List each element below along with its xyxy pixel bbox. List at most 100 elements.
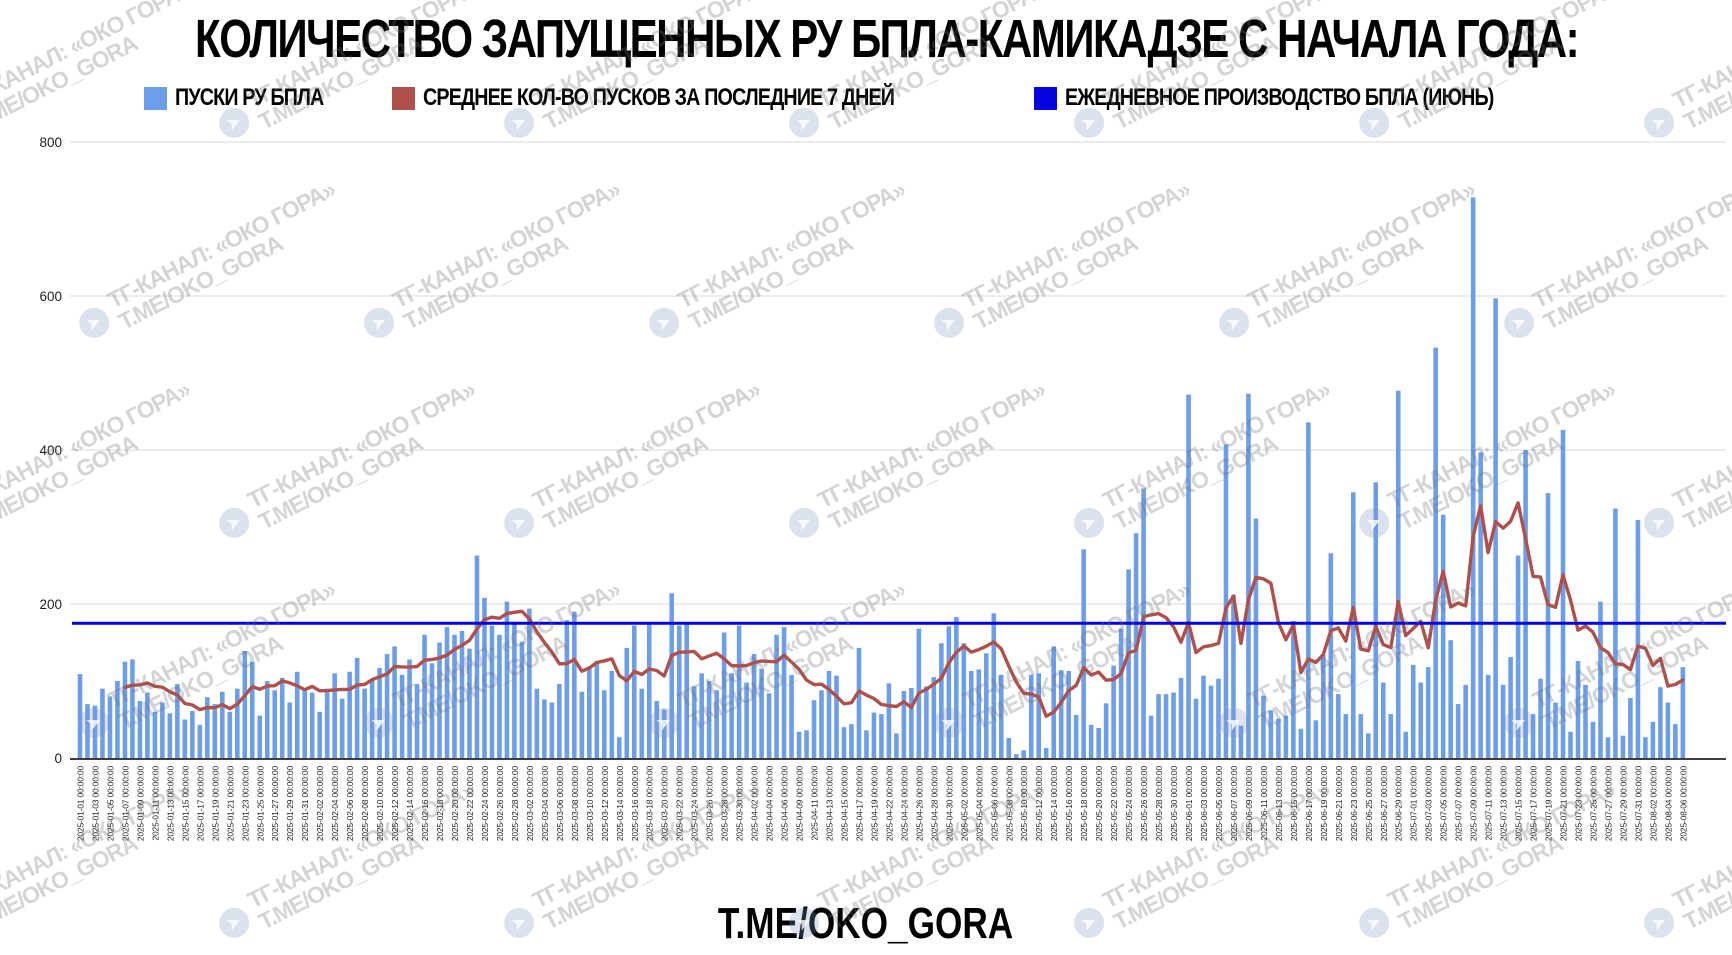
bar (1598, 601, 1603, 758)
x-tick-label: 2025-03-06 00:00:00 (555, 766, 565, 842)
footer: T.ME/OKO_GORA (0, 899, 1732, 949)
x-tick-label: 2025-08-02 00:00:00 (1648, 766, 1658, 842)
x-tick-label: 2025-02-20 00:00:00 (450, 766, 460, 842)
bar (234, 688, 240, 758)
bar (122, 661, 128, 758)
bar (946, 626, 952, 758)
bar (1298, 728, 1304, 758)
bar (1171, 692, 1176, 758)
bar (1628, 697, 1633, 758)
bar (841, 727, 847, 758)
bar (1126, 569, 1131, 758)
bar (879, 714, 884, 758)
bar (437, 642, 442, 758)
bar (1268, 710, 1274, 758)
bar (369, 678, 375, 758)
bar (1665, 702, 1671, 758)
x-tick-label: 2025-03-22 00:00:00 (675, 766, 685, 842)
bar (482, 597, 487, 758)
x-tick-label: 2025-04-26 00:00:00 (914, 766, 924, 842)
bar (407, 659, 412, 758)
bar (1425, 667, 1431, 758)
x-tick-label: 2025-06-07 00:00:00 (1229, 766, 1239, 842)
x-tick-label: 2025-04-13 00:00:00 (825, 766, 835, 842)
bar (1276, 718, 1281, 758)
x-tick-label: 2025-07-19 00:00:00 (1544, 766, 1554, 842)
x-tick-label: 2025-06-23 00:00:00 (1349, 766, 1359, 842)
bar (317, 711, 322, 758)
bar (182, 719, 188, 758)
x-tick-label: 2025-08-06 00:00:00 (1678, 766, 1688, 842)
bar (1186, 394, 1191, 758)
bar (864, 730, 869, 758)
bar (107, 696, 113, 758)
bar (205, 697, 210, 758)
bar (856, 647, 862, 758)
bar (1313, 720, 1319, 758)
y-tick-label: 600 (39, 289, 62, 304)
legend-label-launches: ПУСКИ РУ БПЛА (175, 84, 324, 111)
x-tick-label: 2025-01-09 00:00:00 (135, 766, 145, 842)
x-tick-label: 2025-05-26 00:00:00 (1139, 766, 1149, 842)
bar (924, 686, 929, 758)
bar (1440, 514, 1446, 758)
x-tick-label: 2025-03-28 00:00:00 (720, 766, 730, 842)
bar (639, 688, 645, 758)
x-tick-label: 2025-05-22 00:00:00 (1109, 766, 1119, 842)
bar (152, 711, 158, 758)
x-tick-label: 2025-04-22 00:00:00 (884, 766, 894, 842)
bar (1261, 695, 1266, 758)
bar (1343, 714, 1349, 758)
x-tick-label: 2025-02-10 00:00:00 (375, 766, 385, 842)
bar (422, 634, 427, 758)
bar (272, 690, 278, 758)
bar (1223, 444, 1229, 758)
bar (264, 681, 270, 758)
bar (826, 670, 832, 758)
bar (564, 620, 570, 758)
x-tick-label: 2025-03-20 00:00:00 (660, 766, 670, 842)
x-tick-label: 2025-07-25 00:00:00 (1588, 766, 1598, 842)
x-tick-label: 2025-05-18 00:00:00 (1079, 766, 1089, 842)
bar (729, 673, 734, 758)
bar (834, 675, 839, 758)
bar (1336, 694, 1341, 758)
x-tick-label: 2025-06-05 00:00:00 (1214, 766, 1224, 842)
bar (1283, 715, 1289, 758)
bar (160, 702, 165, 758)
x-tick-label: 2025-07-01 00:00:00 (1409, 766, 1419, 842)
bar (1373, 482, 1379, 758)
legend-item-launches: ПУСКИ РУ БПЛА (144, 84, 356, 112)
x-tick-label: 2025-06-01 00:00:00 (1184, 766, 1194, 842)
x-tick-label: 2025-05-12 00:00:00 (1034, 766, 1044, 842)
y-tick-labels: 0 200 400 600 800 (39, 135, 62, 766)
y-tick-label: 800 (39, 135, 62, 150)
bar (1500, 684, 1506, 758)
bar (1380, 682, 1386, 758)
bar (646, 622, 652, 758)
bar (579, 691, 585, 758)
bar (624, 647, 630, 758)
bar (721, 632, 727, 758)
bar (676, 625, 682, 758)
bar (1006, 737, 1012, 758)
x-tick-label: 2025-07-13 00:00:00 (1499, 766, 1509, 842)
bar (302, 688, 307, 758)
bar (766, 693, 772, 758)
production-swatch (1033, 86, 1057, 110)
bar (1538, 678, 1543, 758)
bar (1388, 714, 1394, 758)
gridlines (70, 141, 1726, 605)
x-tick-labels: 2025-01-01 00:00:00 2025-01-03 00:00:00 20… (76, 766, 1689, 842)
x-tick-label: 2025-05-02 00:00:00 (959, 766, 969, 842)
bar (1508, 657, 1513, 758)
bar (1238, 725, 1244, 758)
bar (1096, 727, 1101, 758)
bar (931, 677, 937, 758)
x-tick-label: 2025-04-19 00:00:00 (869, 766, 879, 842)
bar (100, 688, 105, 758)
bar (706, 681, 712, 758)
launch-bars (77, 197, 1686, 758)
bar (429, 663, 435, 758)
